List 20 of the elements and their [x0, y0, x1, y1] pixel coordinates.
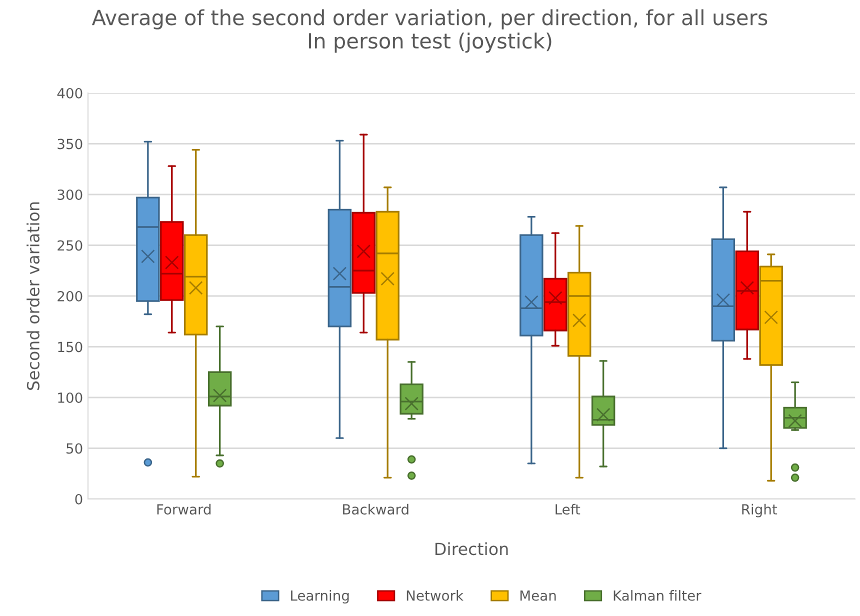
legend-label: Mean [520, 590, 556, 601]
y-tick-label: 250 [58, 240, 82, 251]
x-axis-title: Direction [435, 542, 508, 556]
y-tick-label: 150 [58, 342, 82, 352]
chart-title: Average of the second order variation, per direction, for all users In person test (joystick) [92, 9, 768, 53]
x-tick-label: Left [556, 504, 580, 515]
y-tick-label: 350 [58, 138, 82, 150]
y-tick-label: 50 [66, 443, 82, 454]
x-tick-label: Forward [157, 504, 211, 515]
x-tick-label: Backward [343, 504, 408, 515]
y-tick-label: 100 [58, 392, 82, 403]
x-tick-label: Right [742, 504, 778, 518]
y-tick-label: 0 [75, 494, 82, 504]
y-tick-label: 200 [58, 290, 82, 302]
y-axis-title: Second order variation [26, 202, 40, 390]
legend-label: Learning [291, 590, 349, 604]
legend-label: Network [406, 590, 464, 601]
y-tick-label: 300 [58, 189, 82, 200]
y-tick-label: 400 [57, 88, 82, 98]
legend-label: Kalman filter [614, 590, 702, 601]
